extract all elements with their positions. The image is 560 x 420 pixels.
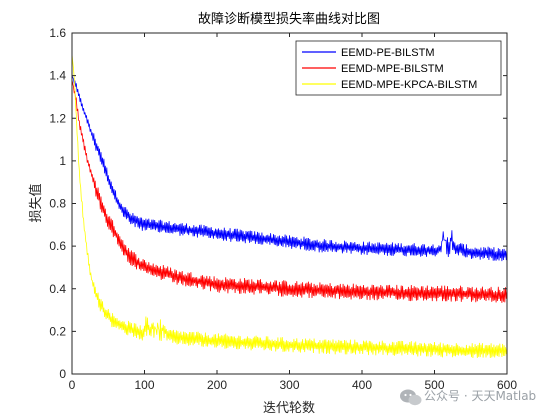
y-axis: 0 0.2 0.4 0.6 0.8 1 1.2 1.4 1.6 <box>49 26 507 381</box>
y-tick-label: 1.6 <box>49 26 66 40</box>
y-tick-label: 1.4 <box>49 69 66 83</box>
x-axis: 0 100 200 300 400 500 600 <box>69 33 517 392</box>
y-tick-label: 0.2 <box>49 324 66 338</box>
x-tick-label: 500 <box>424 378 444 392</box>
wechat-icon <box>400 389 422 406</box>
x-axis-label: 迭代轮数 <box>263 401 315 416</box>
y-tick-label: 0.6 <box>49 239 66 253</box>
plot-lines <box>71 54 508 359</box>
y-tick-label: 0 <box>59 367 66 381</box>
x-tick-label: 100 <box>134 378 154 392</box>
x-tick-label: 600 <box>497 378 517 392</box>
legend-label-1: EEMD-MPE-BILSTM <box>341 63 444 75</box>
x-tick-label: 200 <box>207 378 227 392</box>
watermark: 公众号 · 天天Matlab <box>400 389 536 406</box>
y-tick-label: 1 <box>59 154 66 168</box>
legend-label-0: EEMD-PE-BILSTM <box>341 47 435 59</box>
legend: EEMD-PE-BILSTM EEMD-MPE-BILSTM EEMD-MPE-KP… <box>295 40 502 96</box>
y-tick-label: 1.2 <box>49 111 66 125</box>
y-tick-label: 0.4 <box>49 282 66 296</box>
watermark-text: 公众号 · 天天Matlab <box>424 389 536 403</box>
series-line-1 <box>71 79 508 303</box>
y-tick-label: 0.8 <box>49 197 66 211</box>
x-tick-label: 300 <box>279 378 299 392</box>
series-line-2 <box>71 54 508 359</box>
series-line-0 <box>71 75 508 262</box>
chart-title: 故障诊断模型损失率曲线对比图 <box>198 11 380 27</box>
y-axis-label: 损失值 <box>28 183 44 222</box>
legend-label-2: EEMD-MPE-KPCA-BILSTM <box>341 79 477 91</box>
x-tick-label: 0 <box>69 378 76 392</box>
x-tick-label: 400 <box>352 378 372 392</box>
